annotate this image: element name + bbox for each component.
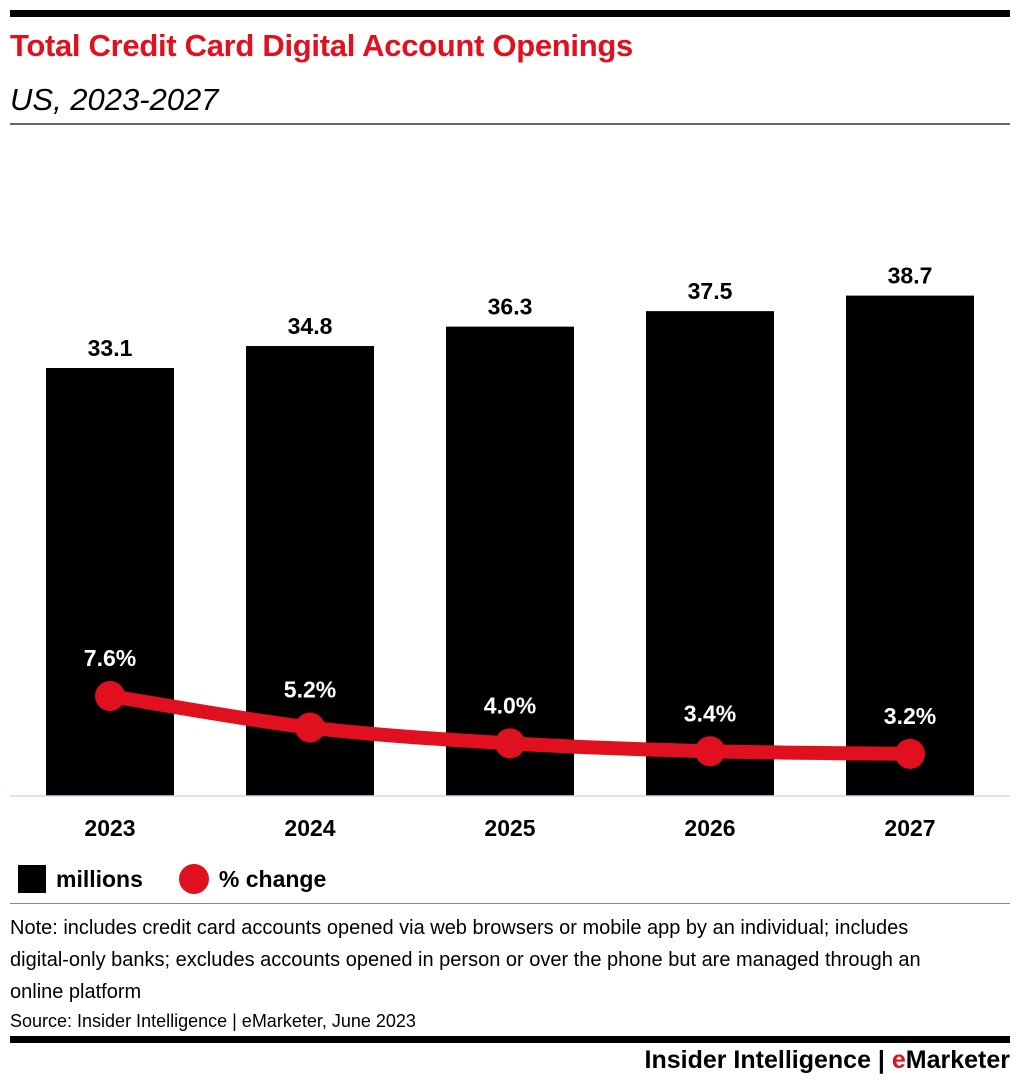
legend-divider [10, 903, 1010, 904]
percent-change-point-2023 [95, 680, 125, 711]
top-bar [10, 10, 1010, 17]
legend-bar-swatch [18, 865, 46, 893]
bar-value-label: 34.8 [288, 313, 333, 339]
x-tick-label: 2025 [484, 815, 535, 841]
bar-2023 [46, 368, 174, 796]
percent-change-label: 4.0% [484, 692, 536, 718]
bar-value-label: 37.5 [688, 278, 733, 304]
chart-area: 33.1 2023 34.8 2024 36.3 2025 37.5 2026 38.7 2027… [10, 263, 1010, 841]
chart-title: Total Credit Card Digital Account Openin… [10, 28, 633, 63]
legend-bar-label: millions [56, 865, 143, 892]
legend-line-label: % change [218, 865, 327, 892]
percent-change-label: 7.6% [84, 645, 136, 671]
bar-2025 [446, 326, 574, 796]
bar-value-label: 36.3 [488, 294, 533, 320]
bar-value-label: 38.7 [888, 263, 933, 289]
percent-change-label: 3.4% [684, 700, 736, 726]
x-tick-label: 2024 [284, 815, 335, 841]
x-tick-label: 2027 [884, 815, 935, 841]
legend: millions % change [18, 864, 326, 894]
percent-change-point-2025 [495, 728, 525, 759]
bar-2027 [846, 295, 974, 796]
chart-subtitle: US, 2023-2027 [10, 82, 219, 117]
title-divider [10, 123, 1010, 125]
percent-change-label: 3.2% [884, 703, 936, 729]
percent-change-label: 5.2% [284, 677, 336, 703]
legend-line-swatch [178, 864, 209, 894]
bottom-bar [10, 1036, 1010, 1043]
logo: Insider Intelligence | eMarketer [644, 1046, 1010, 1074]
percent-change-point-2026 [695, 736, 725, 767]
bar-2026 [646, 311, 774, 796]
x-tick-label: 2026 [684, 815, 735, 841]
source: Source: Insider Intelligence | eMarketer… [10, 1011, 416, 1031]
note: Note: includes credit card accounts open… [10, 917, 921, 1003]
x-tick-label: 2023 [84, 815, 135, 841]
bar-value-label: 33.1 [88, 335, 133, 361]
percent-change-point-2024 [295, 712, 325, 743]
percent-change-point-2027 [895, 738, 925, 769]
